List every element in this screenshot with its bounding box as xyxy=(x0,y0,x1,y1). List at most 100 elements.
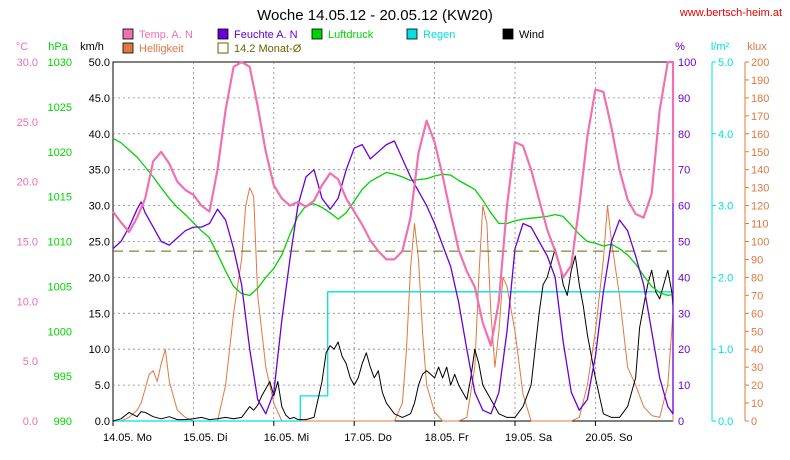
tick-label-humidity: 30 xyxy=(678,308,690,320)
legend-swatch-wind xyxy=(502,28,514,40)
tick-label-rain: 0.0 xyxy=(718,416,733,428)
tick-label-brightness: 90 xyxy=(751,254,763,266)
tick-label-wind: 20.0 xyxy=(89,272,110,284)
axis-unit-temp: °C xyxy=(16,41,28,53)
x-tick-label: 20.05. So xyxy=(585,432,632,444)
axis-unit-wind: km/h xyxy=(80,41,104,53)
x-tick-label: 17.05. Do xyxy=(344,432,392,444)
site-link[interactable]: www.bertsch-heim.at xyxy=(679,7,782,19)
plot-area xyxy=(112,60,675,422)
tick-label-humidity: 60 xyxy=(678,201,690,213)
tick-label-temp: 0.0 xyxy=(23,416,38,428)
axes: 0.05.010.015.020.025.030.0°C990995100010… xyxy=(16,41,770,444)
axis-unit-humidity: % xyxy=(675,41,685,53)
legend: Temp. A. N Helligkeit Feuchte A. N 14.2 Mon… xyxy=(122,28,544,55)
tick-label-rain: 2.0 xyxy=(718,272,733,284)
tick-label-pressure: 1005 xyxy=(48,281,72,293)
x-tick-label: 15.05. Di xyxy=(183,432,227,444)
tick-label-temp: 5.0 xyxy=(23,356,38,368)
tick-label-brightness: 190 xyxy=(751,75,769,87)
legend-swatch-rain xyxy=(406,28,418,40)
tick-label-pressure: 1025 xyxy=(48,102,72,114)
tick-label-wind: 45.0 xyxy=(89,93,110,105)
tick-label-humidity: 90 xyxy=(678,93,690,105)
chart-title: Woche 14.05.12 - 20.05.12 (KW20) xyxy=(257,7,493,24)
tick-label-humidity: 50 xyxy=(678,237,690,249)
tick-label-temp: 10.0 xyxy=(17,296,38,308)
tick-label-pressure: 1020 xyxy=(48,147,72,159)
tick-label-brightness: 30 xyxy=(751,362,763,374)
tick-label-wind: 0.0 xyxy=(95,416,110,428)
tick-label-wind: 35.0 xyxy=(89,165,110,177)
tick-label-brightness: 40 xyxy=(751,344,763,356)
series-line-humidity xyxy=(112,140,674,415)
x-tick-label: 16.05. Mi xyxy=(264,432,309,444)
tick-label-humidity: 100 xyxy=(678,57,696,69)
tick-label-humidity: 80 xyxy=(678,129,690,141)
tick-label-rain: 4.0 xyxy=(718,129,733,141)
tick-label-brightness: 140 xyxy=(751,165,769,177)
tick-label-rain: 3.0 xyxy=(718,201,733,213)
tick-label-brightness: 160 xyxy=(751,129,769,141)
tick-label-pressure: 990 xyxy=(54,416,72,428)
tick-label-humidity: 70 xyxy=(678,165,690,177)
tick-label-wind: 5.0 xyxy=(95,380,110,392)
tick-label-brightness: 120 xyxy=(751,201,769,213)
series-line-pressure xyxy=(112,137,674,297)
legend-swatch-brightness xyxy=(122,42,134,54)
tick-label-brightness: 80 xyxy=(751,272,763,284)
tick-label-brightness: 50 xyxy=(751,326,763,338)
tick-label-temp: 15.0 xyxy=(17,237,38,249)
tick-label-brightness: 70 xyxy=(751,290,763,302)
tick-label-humidity: 0 xyxy=(678,416,684,428)
legend-label-humidity: Feuchte A. N xyxy=(234,29,298,41)
tick-label-pressure: 1015 xyxy=(48,192,72,204)
tick-label-pressure: 1010 xyxy=(48,237,72,249)
tick-label-brightness: 100 xyxy=(751,237,769,249)
axis-unit-brightness: klux xyxy=(747,41,767,53)
x-tick-label: 18.05. Fr xyxy=(425,432,469,444)
tick-label-brightness: 150 xyxy=(751,147,769,159)
legend-label-monthavg: 14.2 Monat-Ø xyxy=(234,43,302,55)
legend-swatch-temp xyxy=(122,28,134,40)
series-line-rain xyxy=(113,291,673,422)
tick-label-wind: 15.0 xyxy=(89,308,110,320)
tick-label-pressure: 995 xyxy=(54,371,72,383)
legend-label-rain: Regen xyxy=(423,29,455,41)
x-tick-label: 19.05. Sa xyxy=(505,432,553,444)
tick-label-humidity: 20 xyxy=(678,344,690,356)
tick-label-rain: 5.0 xyxy=(718,57,733,69)
tick-label-wind: 30.0 xyxy=(89,201,110,213)
tick-label-humidity: 40 xyxy=(678,272,690,284)
tick-label-wind: 50.0 xyxy=(89,57,110,69)
tick-label-brightness: 130 xyxy=(751,183,769,195)
tick-label-brightness: 10 xyxy=(751,398,763,410)
tick-label-pressure: 1000 xyxy=(48,326,72,338)
tick-label-brightness: 170 xyxy=(751,111,769,123)
tick-label-pressure: 1030 xyxy=(48,57,72,69)
tick-label-brightness: 60 xyxy=(751,308,763,320)
legend-label-temp: Temp. A. N xyxy=(139,29,193,41)
series-line-temp xyxy=(112,60,675,347)
legend-label-pressure: Luftdruck xyxy=(328,29,374,41)
tick-label-wind: 25.0 xyxy=(89,237,110,249)
tick-label-brightness: 20 xyxy=(751,380,763,392)
legend-swatch-monthavg xyxy=(217,42,229,54)
tick-label-brightness: 180 xyxy=(751,93,769,105)
legend-label-brightness: Helligkeit xyxy=(139,43,184,55)
tick-label-temp: 25.0 xyxy=(17,117,38,129)
tick-label-humidity: 10 xyxy=(678,380,690,392)
tick-label-wind: 40.0 xyxy=(89,129,110,141)
axis-unit-rain: l/m² xyxy=(711,41,730,53)
tick-label-temp: 20.0 xyxy=(17,177,38,189)
legend-label-wind: Wind xyxy=(519,29,544,41)
tick-label-brightness: 110 xyxy=(751,219,769,231)
axis-unit-pressure: hPa xyxy=(48,41,68,53)
legend-swatch-pressure xyxy=(311,28,323,40)
tick-label-brightness: 200 xyxy=(751,57,769,69)
tick-label-brightness: 0 xyxy=(751,416,757,428)
legend-swatch-humidity xyxy=(217,28,229,40)
x-tick-label: 14.05. Mo xyxy=(103,432,152,444)
tick-label-wind: 10.0 xyxy=(89,344,110,356)
